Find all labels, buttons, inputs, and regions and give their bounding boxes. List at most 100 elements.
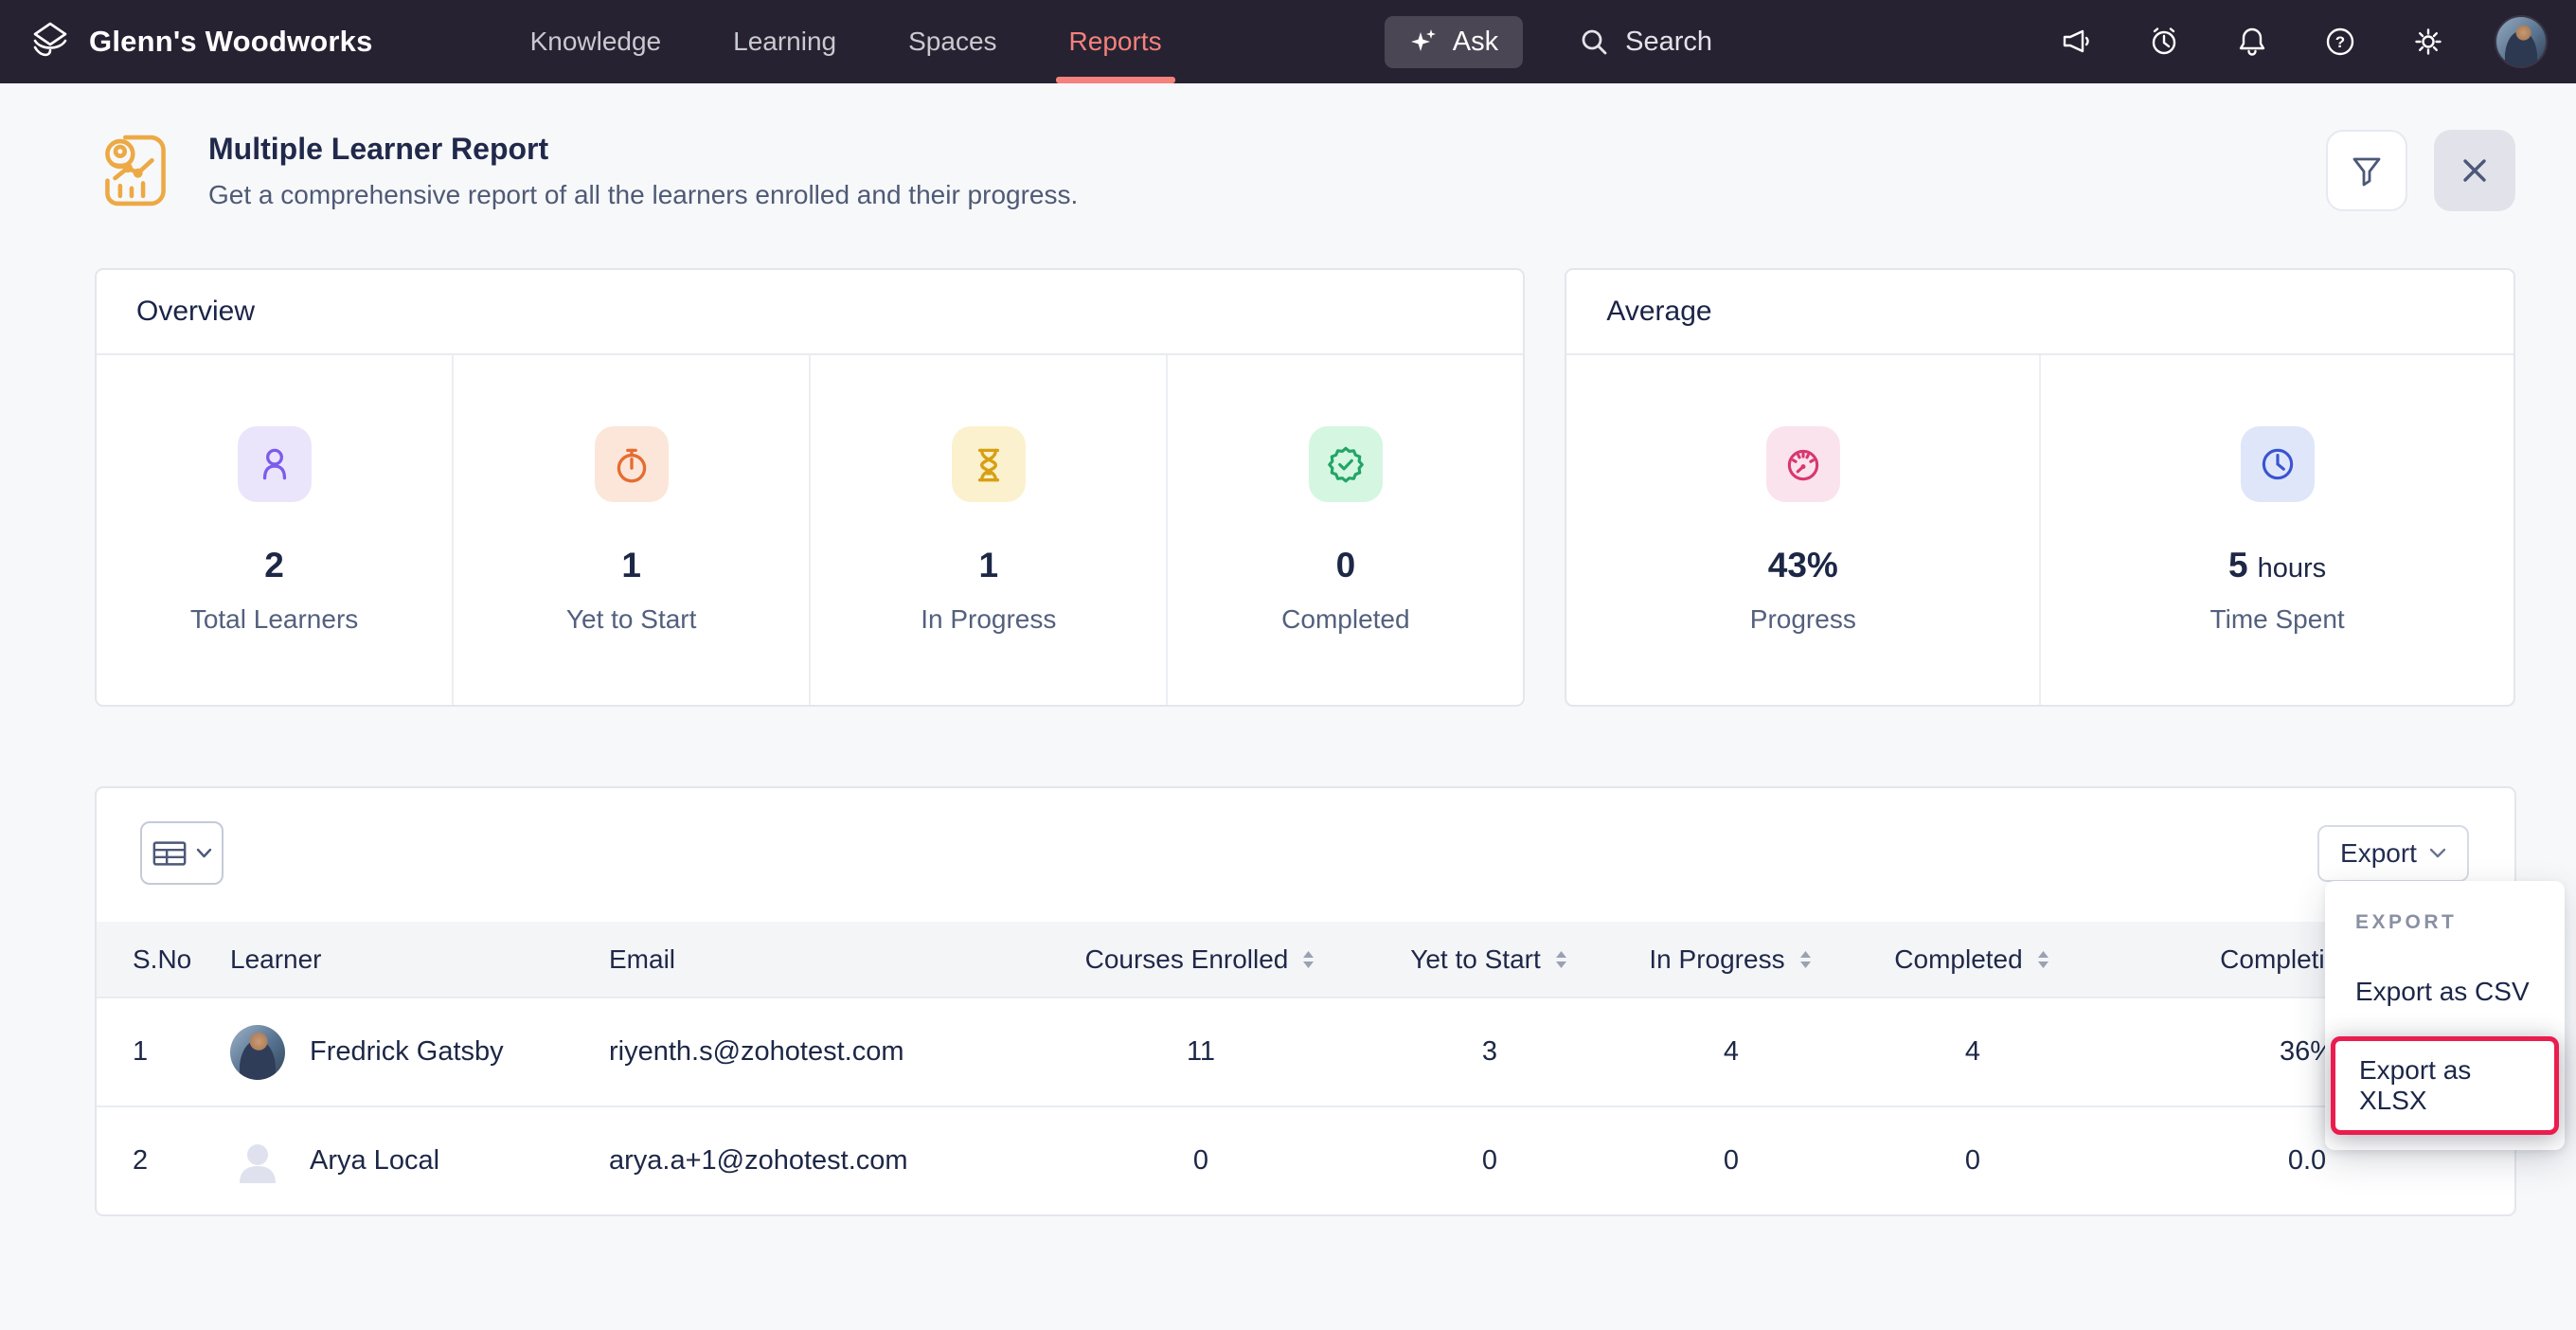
column-header-completed[interactable]: Completed — [1850, 922, 2096, 998]
column-header-in-progress[interactable]: In Progress — [1613, 922, 1850, 998]
ask-label: Ask — [1452, 26, 1499, 57]
ask-button[interactable]: Ask — [1384, 15, 1524, 68]
column-header-yet-to-start[interactable]: Yet to Start — [1367, 922, 1613, 998]
menu-item-export-csv[interactable]: Export as CSV — [2355, 977, 2530, 1006]
overview-stats: 2 Total Learners 1 Yet to Start — [97, 355, 1523, 705]
column-header-courses-enrolled[interactable]: Courses Enrolled — [1035, 922, 1367, 998]
export-button-label: Export — [2340, 837, 2417, 868]
stat-label: Progress — [1749, 603, 1856, 634]
cell-completed: 0 — [1850, 1105, 2096, 1214]
export-menu-group-label: EXPORT — [2355, 911, 2458, 933]
chevron-down-icon — [196, 848, 212, 859]
person-icon — [237, 425, 312, 502]
notifications-icon[interactable] — [2235, 25, 2269, 59]
learner-avatar — [230, 1024, 285, 1080]
megaphone-icon[interactable] — [2059, 25, 2093, 59]
cell-yet-to-start: 3 — [1367, 997, 1613, 1106]
cell-in-progress: 0 — [1613, 1105, 1850, 1214]
overview-card: Overview 2 Total Learners 1 Yet to S — [95, 268, 1526, 707]
stat-yet-to-start: 1 Yet to Start — [452, 355, 809, 705]
average-stats: 43% Progress 5 hours Time Spent — [1566, 355, 2513, 705]
stat-completed: 0 Completed — [1166, 355, 1523, 705]
column-header-sno: S.No — [97, 922, 230, 998]
history-icon[interactable] — [2147, 25, 2181, 59]
export-button[interactable]: Export — [2317, 824, 2469, 882]
export-menu: EXPORT Export as CSV Export as XLSX — [2325, 881, 2565, 1150]
stat-time-spent: 5 hours Time Spent — [2039, 355, 2513, 705]
stat-value: 5 hours — [2228, 545, 2327, 584]
nav-item-knowledge[interactable]: Knowledge — [529, 27, 662, 56]
cell-email: riyenth.s@zohotest.com — [609, 997, 1035, 1106]
sort-icon — [1798, 949, 1814, 970]
nav-item-learning[interactable]: Learning — [733, 27, 837, 56]
learner-name: Arya Local — [310, 1145, 440, 1176]
close-icon — [2458, 153, 2492, 188]
header-actions — [2326, 130, 2515, 211]
search-trigger[interactable]: Search — [1578, 26, 1712, 58]
stopwatch-icon — [594, 425, 669, 502]
sort-icon — [1553, 949, 1569, 970]
learner-avatar-placeholder — [230, 1133, 285, 1189]
gauge-icon — [1765, 425, 1840, 502]
page-header: Multiple Learner Report Get a comprehens… — [95, 130, 2515, 211]
menu-item-export-xlsx[interactable]: Export as XLSX — [2331, 1036, 2559, 1135]
cell-email: arya.a+1@zohotest.com — [609, 1105, 1035, 1214]
cell-in-progress: 4 — [1613, 997, 1850, 1106]
chevron-down-icon — [2429, 848, 2446, 859]
sort-icon — [1300, 949, 1316, 970]
stat-value: 2 — [264, 545, 284, 584]
stat-in-progress: 1 In Progress — [809, 355, 1166, 705]
stat-label: Total Learners — [189, 603, 359, 634]
stat-value: 0 — [1335, 545, 1356, 584]
column-header-email: Email — [609, 922, 1035, 998]
svg-text:?: ? — [2335, 33, 2345, 51]
overview-card-title: Overview — [97, 270, 1524, 355]
sort-icon — [2035, 949, 2051, 970]
user-avatar[interactable] — [2495, 15, 2548, 68]
learner-name: Fredrick Gatsby — [310, 1036, 504, 1067]
table-toolbar: Export — [97, 788, 2514, 885]
stat-value: 1 — [978, 545, 999, 584]
nav-item-reports[interactable]: Reports — [1033, 0, 1198, 83]
brand[interactable]: Glenn's Woodworks — [28, 20, 373, 63]
help-icon[interactable]: ? — [2323, 25, 2357, 59]
brand-name: Glenn's Woodworks — [89, 25, 373, 58]
stat-value: 43% — [1767, 545, 1838, 584]
clock-icon — [2240, 425, 2315, 502]
table-row: 2 Arya Local arya.a+1@zohotest.com 0 0 0 — [97, 1105, 2518, 1214]
stat-label: Completed — [1281, 603, 1410, 634]
hourglass-icon — [951, 425, 1026, 502]
stat-value: 1 — [621, 545, 641, 584]
table-columns-icon — [152, 838, 188, 869]
cell-courses-enrolled: 11 — [1035, 997, 1367, 1106]
search-label: Search — [1625, 26, 1712, 57]
nav-icon-group: ? — [2059, 25, 2445, 59]
nav-menu: Knowledge Learning Spaces Reports — [494, 0, 1198, 83]
learners-table-card: Export S.No Learner Email Courses Enroll… — [95, 786, 2518, 1216]
cell-courses-enrolled: 0 — [1035, 1105, 1367, 1214]
table-row: 1 Fredrick Gatsby riyenth.s@zohotest.com… — [97, 997, 2518, 1106]
learner-report-icon — [95, 130, 176, 211]
stat-progress: 43% Progress — [1566, 355, 2039, 705]
page-title: Multiple Learner Report — [208, 131, 549, 166]
header-text: Multiple Learner Report Get a comprehens… — [208, 132, 1078, 210]
learners-table: S.No Learner Email Courses Enrolled Yet … — [97, 922, 2518, 1214]
cell-sno: 2 — [97, 1105, 230, 1214]
sparkles-icon — [1409, 27, 1440, 57]
filter-button[interactable] — [2326, 130, 2407, 211]
table-header-row: S.No Learner Email Courses Enrolled Yet … — [97, 922, 2518, 998]
stat-label: Time Spent — [2209, 603, 2345, 634]
stat-value-suffix: hours — [2257, 552, 2327, 584]
page-subtitle: Get a comprehensive report of all the le… — [208, 179, 1079, 209]
cell-completed: 4 — [1850, 997, 2096, 1106]
summary-cards: Overview 2 Total Learners 1 Yet to S — [95, 268, 2515, 707]
settings-icon[interactable] — [2411, 25, 2445, 59]
nav-item-spaces[interactable]: Spaces — [908, 27, 997, 56]
filter-icon — [2348, 152, 2386, 189]
average-card: Average 43% Progress — [1565, 268, 2515, 707]
stat-total-learners: 2 Total Learners — [97, 355, 452, 705]
column-chooser-button[interactable] — [140, 821, 224, 885]
brand-logo-icon — [28, 20, 72, 63]
close-button[interactable] — [2434, 130, 2515, 211]
stat-label: Yet to Start — [565, 603, 697, 634]
